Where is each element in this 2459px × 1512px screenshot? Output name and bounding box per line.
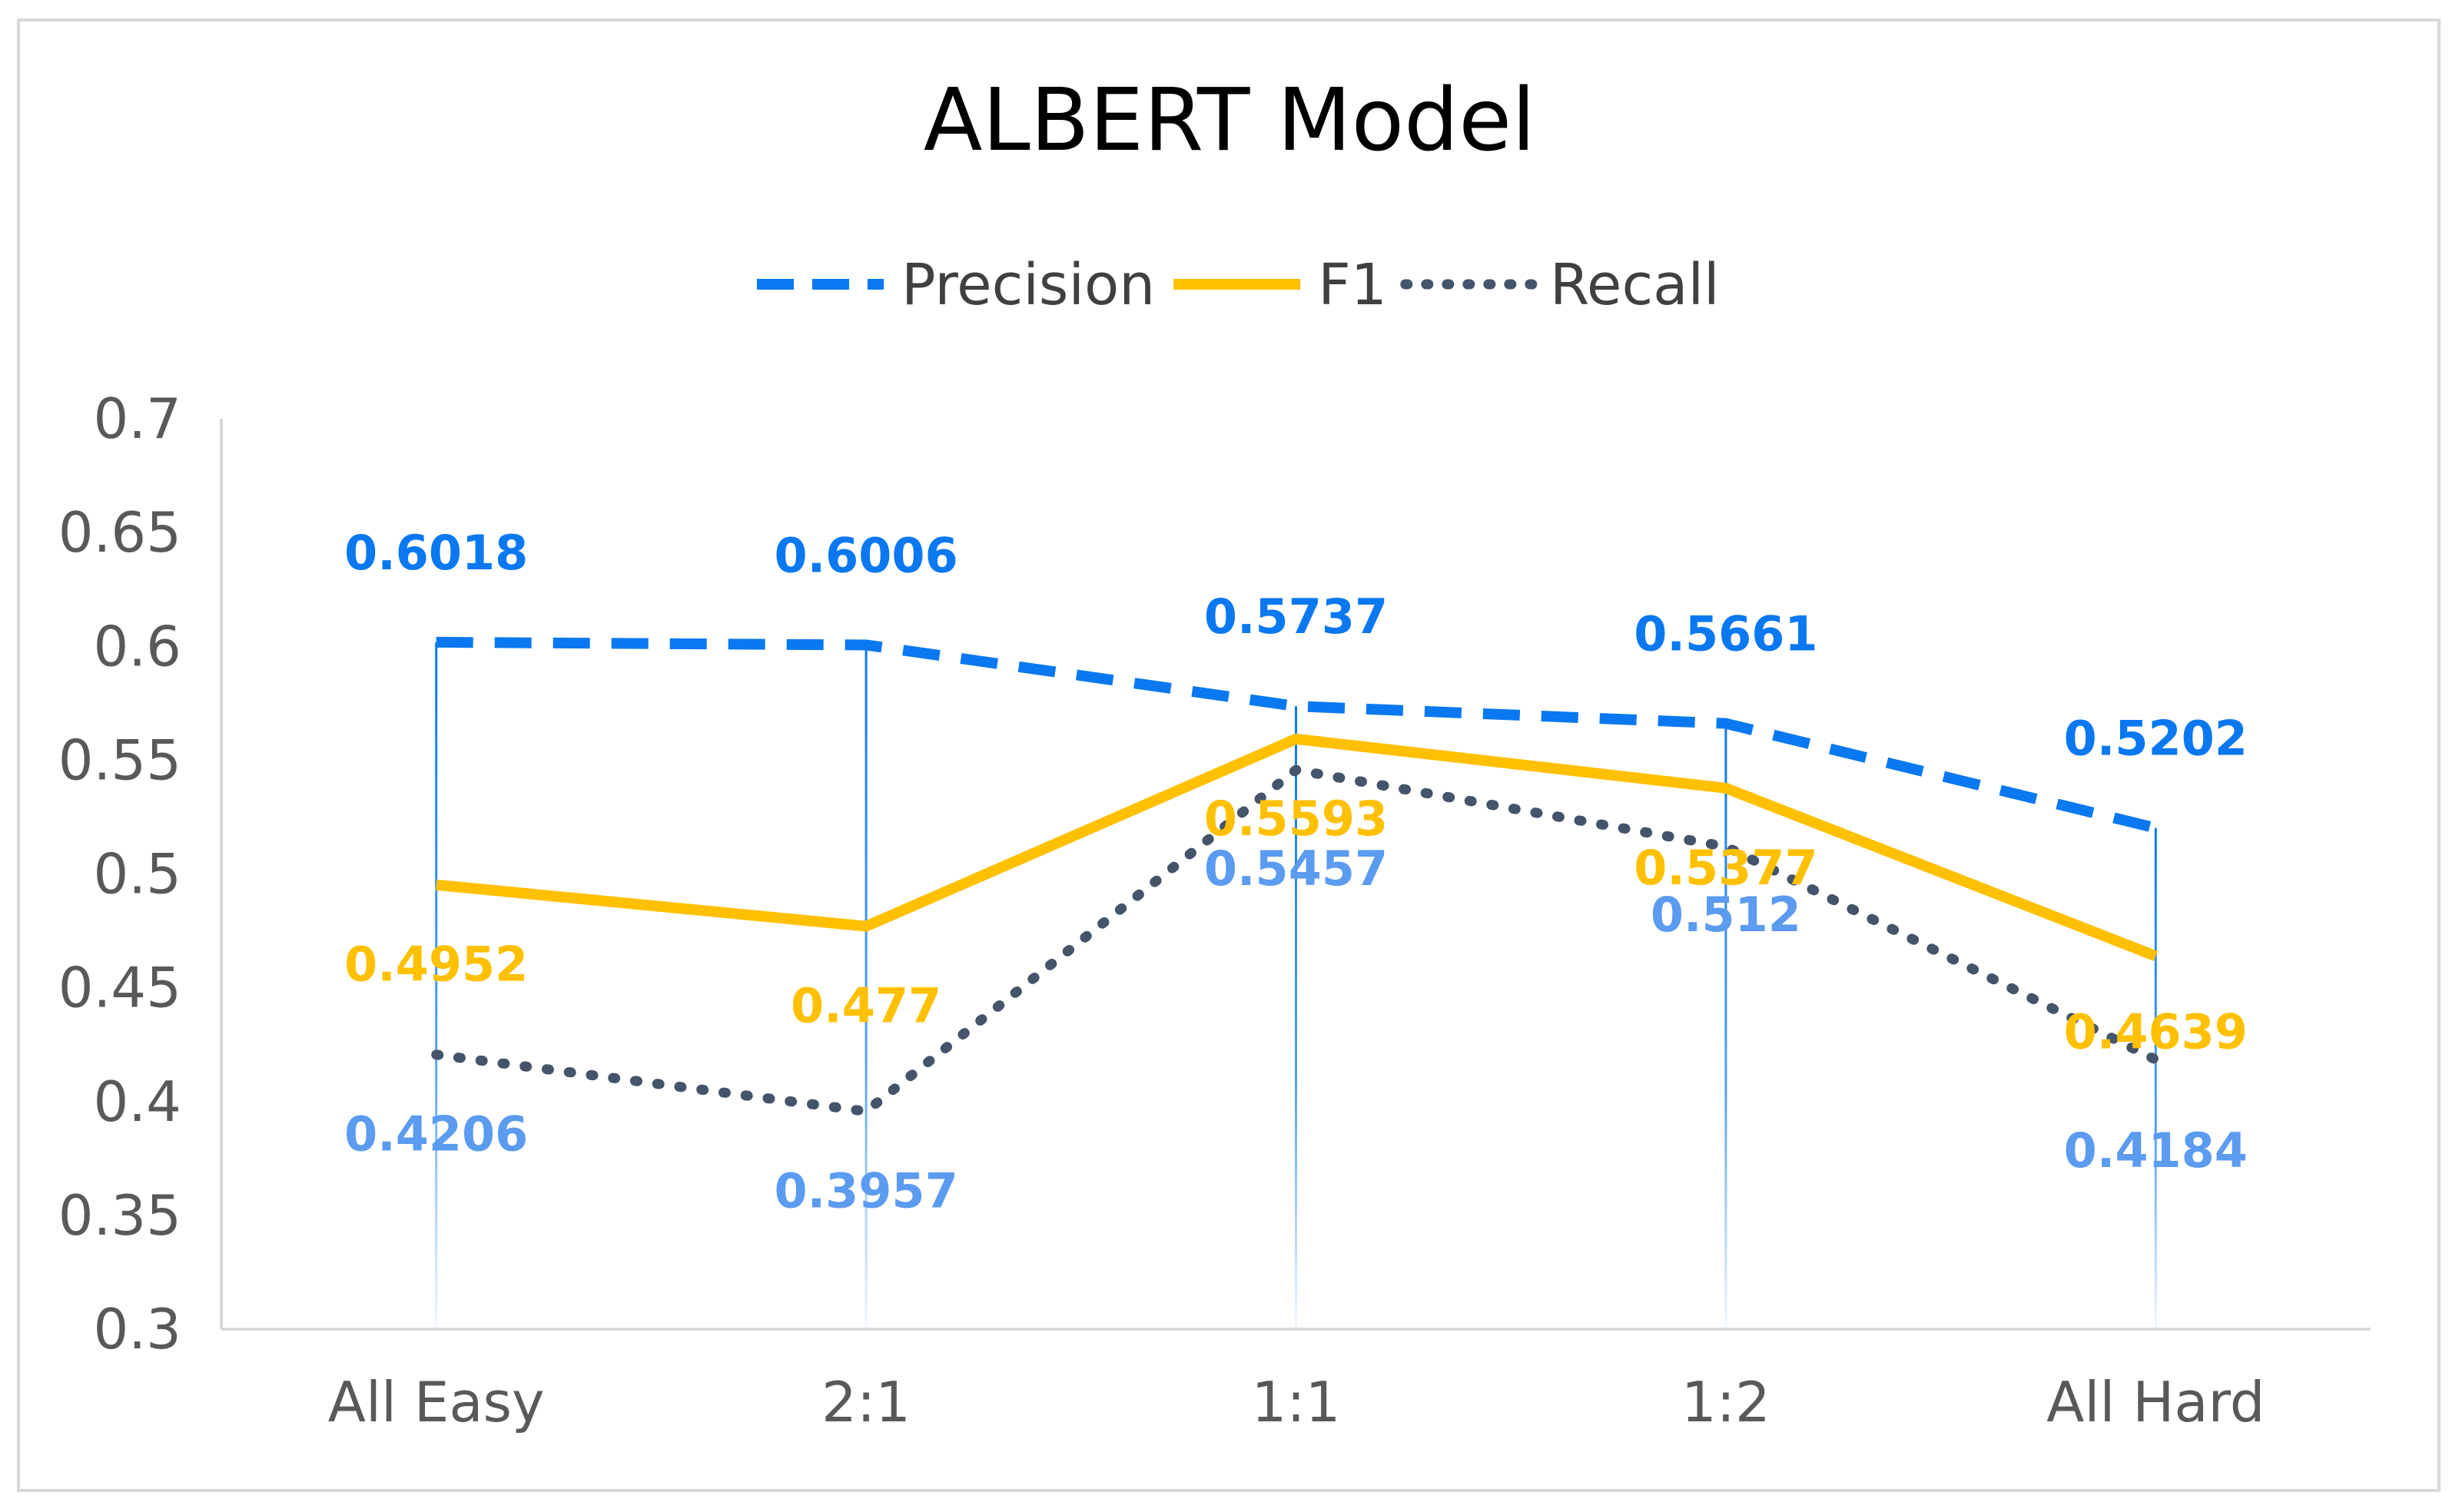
data-label-precision: 0.5737 — [1204, 589, 1388, 645]
x-category-label: 1:2 — [1681, 1370, 1770, 1434]
x-category-label: All Hard — [2046, 1370, 2265, 1434]
drop-lines — [435, 642, 2157, 1329]
legend-label-f1: F1 — [1318, 252, 1387, 318]
data-label-f1: 0.4952 — [344, 937, 528, 993]
legend: Precision F1 Recall — [757, 252, 1720, 318]
legend-label-recall: Recall — [1550, 252, 1720, 318]
drop-line — [435, 642, 438, 1329]
chart-frame — [17, 18, 2441, 1492]
data-label-f1: 0.5593 — [1204, 791, 1388, 847]
x-category-label: 1:1 — [1252, 1370, 1341, 1434]
data-label-recall: 0.512 — [1651, 887, 1801, 943]
data-label-precision: 0.5202 — [2064, 711, 2248, 767]
data-label-precision: 0.5661 — [1634, 606, 1817, 662]
y-tick-label: 0.6 — [93, 614, 181, 678]
data-labels: 0.6018 0.6006 0.5737 0.5661 0.5202 0.4952 0.47… — [344, 525, 2248, 1219]
data-label-precision: 0.6006 — [774, 527, 957, 583]
data-label-f1: 0.4639 — [2064, 1003, 2248, 1059]
data-label-f1: 0.5377 — [1634, 840, 1817, 896]
x-category-label: 2:1 — [821, 1370, 911, 1434]
drop-line — [1724, 723, 1727, 1329]
y-tick-label: 0.5 — [93, 842, 181, 907]
data-label-recall: 0.4184 — [2064, 1122, 2248, 1179]
drop-line — [2154, 827, 2157, 1329]
y-tick-label: 0.45 — [58, 956, 181, 1020]
series-line-f1 — [436, 733, 2158, 961]
data-label-f1: 0.477 — [791, 978, 941, 1034]
y-tick-label: 0.55 — [58, 728, 181, 792]
chart-title: ALBERT Model — [924, 71, 1536, 171]
data-label-recall: 0.3957 — [774, 1162, 957, 1219]
y-tick-label: 0.35 — [58, 1183, 181, 1248]
drop-line — [1295, 706, 1297, 1329]
data-label-precision: 0.6018 — [344, 525, 528, 581]
series-lines — [431, 636, 2161, 1116]
y-tick-label: 0.4 — [93, 1069, 181, 1134]
legend-label-precision: Precision — [901, 252, 1155, 318]
data-label-recall: 0.5457 — [1204, 841, 1388, 897]
data-label-recall: 0.4206 — [344, 1106, 528, 1162]
y-tick-label: 0.3 — [93, 1297, 181, 1361]
x-category-label: All Easy — [328, 1370, 545, 1434]
y-tick-label: 0.7 — [93, 386, 181, 451]
series-line-recall — [431, 764, 2161, 1116]
y-tick-label: 0.65 — [58, 500, 181, 565]
drop-line — [864, 645, 868, 1329]
